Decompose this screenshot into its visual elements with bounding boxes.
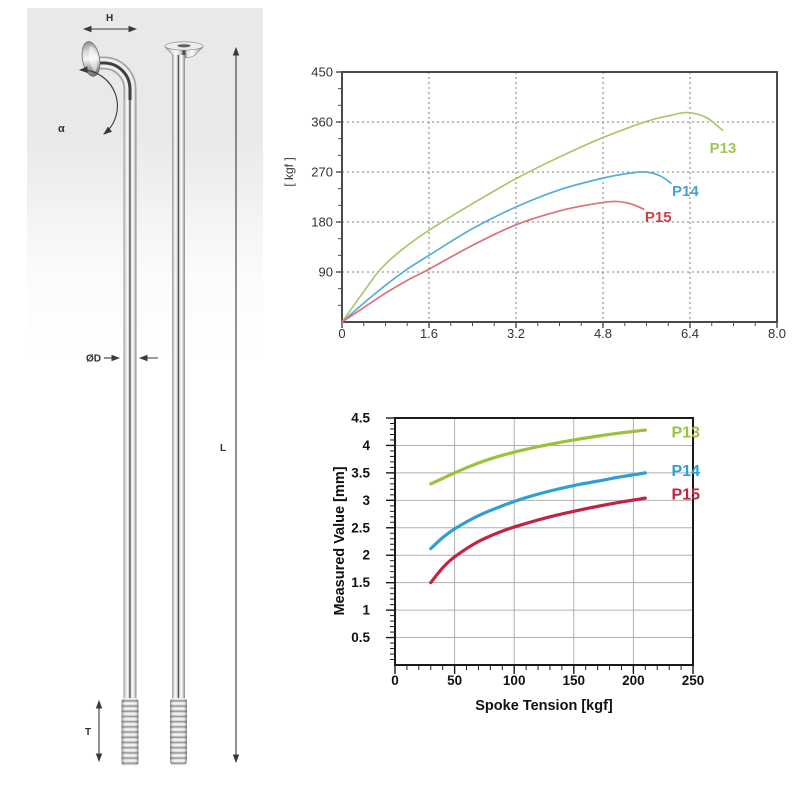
svg-text:3.2: 3.2 bbox=[507, 326, 525, 341]
series-P14-label: P14 bbox=[672, 463, 701, 480]
svg-text:250: 250 bbox=[682, 673, 705, 688]
dimension-head-width: H bbox=[82, 13, 138, 33]
dimension-length: L bbox=[220, 46, 240, 764]
svg-text:3: 3 bbox=[362, 493, 370, 508]
tension-elongation-chart: 0 1.6 3.2 4.8 6.4 8.0 90 180 270 360 450 [ kgf ] P13… bbox=[282, 65, 786, 342]
series-P14-label: P14 bbox=[672, 183, 699, 200]
dimension-label-length: L bbox=[220, 443, 226, 454]
svg-text:0: 0 bbox=[338, 326, 345, 341]
x-tick-labels: 0 1.6 3.2 4.8 6.4 8.0 bbox=[338, 326, 786, 341]
y-axis-title: [ kgf ] bbox=[282, 157, 296, 186]
spoke-diagram: L bbox=[27, 8, 263, 792]
dimension-bend-angle: α bbox=[58, 66, 118, 135]
dimension-label-thread: T bbox=[85, 727, 91, 738]
series-P15-label: P15 bbox=[645, 209, 672, 226]
dimension-diameter: ØD bbox=[86, 354, 158, 365]
measured-value-chart: 0 50 100 150 200 250 0.5 1 1.5 2 2.5 3 3.5 4 4.5 Measur… bbox=[332, 411, 704, 715]
svg-text:150: 150 bbox=[563, 673, 586, 688]
svg-text:8.0: 8.0 bbox=[768, 326, 786, 341]
svg-text:6.4: 6.4 bbox=[681, 326, 699, 341]
j-bend-shaft bbox=[123, 100, 137, 698]
y-tick-labels: 90 180 270 360 450 bbox=[311, 65, 333, 280]
svg-text:50: 50 bbox=[447, 673, 462, 688]
straight-spoke bbox=[164, 41, 204, 765]
svg-text:1.6: 1.6 bbox=[420, 326, 438, 341]
x-tick-labels: 0 50 100 150 200 250 bbox=[391, 673, 704, 688]
series-P15-curve bbox=[341, 200, 645, 323]
series-P13-label: P13 bbox=[710, 140, 737, 157]
svg-text:200: 200 bbox=[622, 673, 645, 688]
axis-ticks bbox=[336, 71, 778, 328]
svg-text:450: 450 bbox=[311, 65, 333, 80]
svg-text:2.5: 2.5 bbox=[351, 520, 370, 535]
svg-text:180: 180 bbox=[311, 215, 333, 230]
svg-text:4: 4 bbox=[362, 438, 370, 453]
svg-text:4.8: 4.8 bbox=[594, 326, 612, 341]
svg-text:90: 90 bbox=[319, 265, 333, 280]
plot-border bbox=[341, 71, 778, 323]
series-P13-curve bbox=[341, 111, 724, 323]
svg-text:4.5: 4.5 bbox=[351, 411, 370, 426]
straight-spoke-head bbox=[164, 41, 204, 59]
straight-spoke-shaft bbox=[172, 55, 185, 698]
svg-text:3.5: 3.5 bbox=[351, 465, 370, 480]
j-bend-thread bbox=[121, 698, 139, 766]
series-P15-curve bbox=[429, 496, 647, 585]
dimension-label-head-width: H bbox=[106, 13, 113, 24]
svg-text:0.5: 0.5 bbox=[351, 630, 370, 645]
svg-text:270: 270 bbox=[311, 165, 333, 180]
photo-backdrop bbox=[27, 8, 263, 792]
dimension-thread-length: T bbox=[85, 699, 103, 763]
series-P13-curve bbox=[429, 428, 647, 486]
gridlines bbox=[342, 72, 777, 322]
svg-text:2: 2 bbox=[362, 548, 370, 563]
svg-text:1: 1 bbox=[362, 603, 370, 618]
y-tick-labels: 0.5 1 1.5 2 2.5 3 3.5 4 4.5 bbox=[351, 411, 370, 646]
series-P13-label: P13 bbox=[672, 424, 701, 441]
series-P15-label: P15 bbox=[672, 486, 701, 503]
svg-text:1.5: 1.5 bbox=[351, 575, 370, 590]
gridlines bbox=[395, 418, 693, 665]
series-P14-curve bbox=[341, 170, 672, 323]
series-P14-curve bbox=[429, 471, 647, 551]
x-axis-title: Spoke Tension [kgf] bbox=[475, 698, 613, 714]
dimension-label-diameter: ØD bbox=[86, 354, 101, 365]
svg-text:0: 0 bbox=[391, 673, 399, 688]
svg-text:100: 100 bbox=[503, 673, 526, 688]
svg-text:360: 360 bbox=[311, 115, 333, 130]
plot-border bbox=[394, 417, 694, 666]
straight-spoke-thread bbox=[170, 698, 187, 765]
y-axis-title: Measured Value [mm] bbox=[332, 466, 348, 615]
dimension-label-angle: α bbox=[58, 123, 65, 135]
